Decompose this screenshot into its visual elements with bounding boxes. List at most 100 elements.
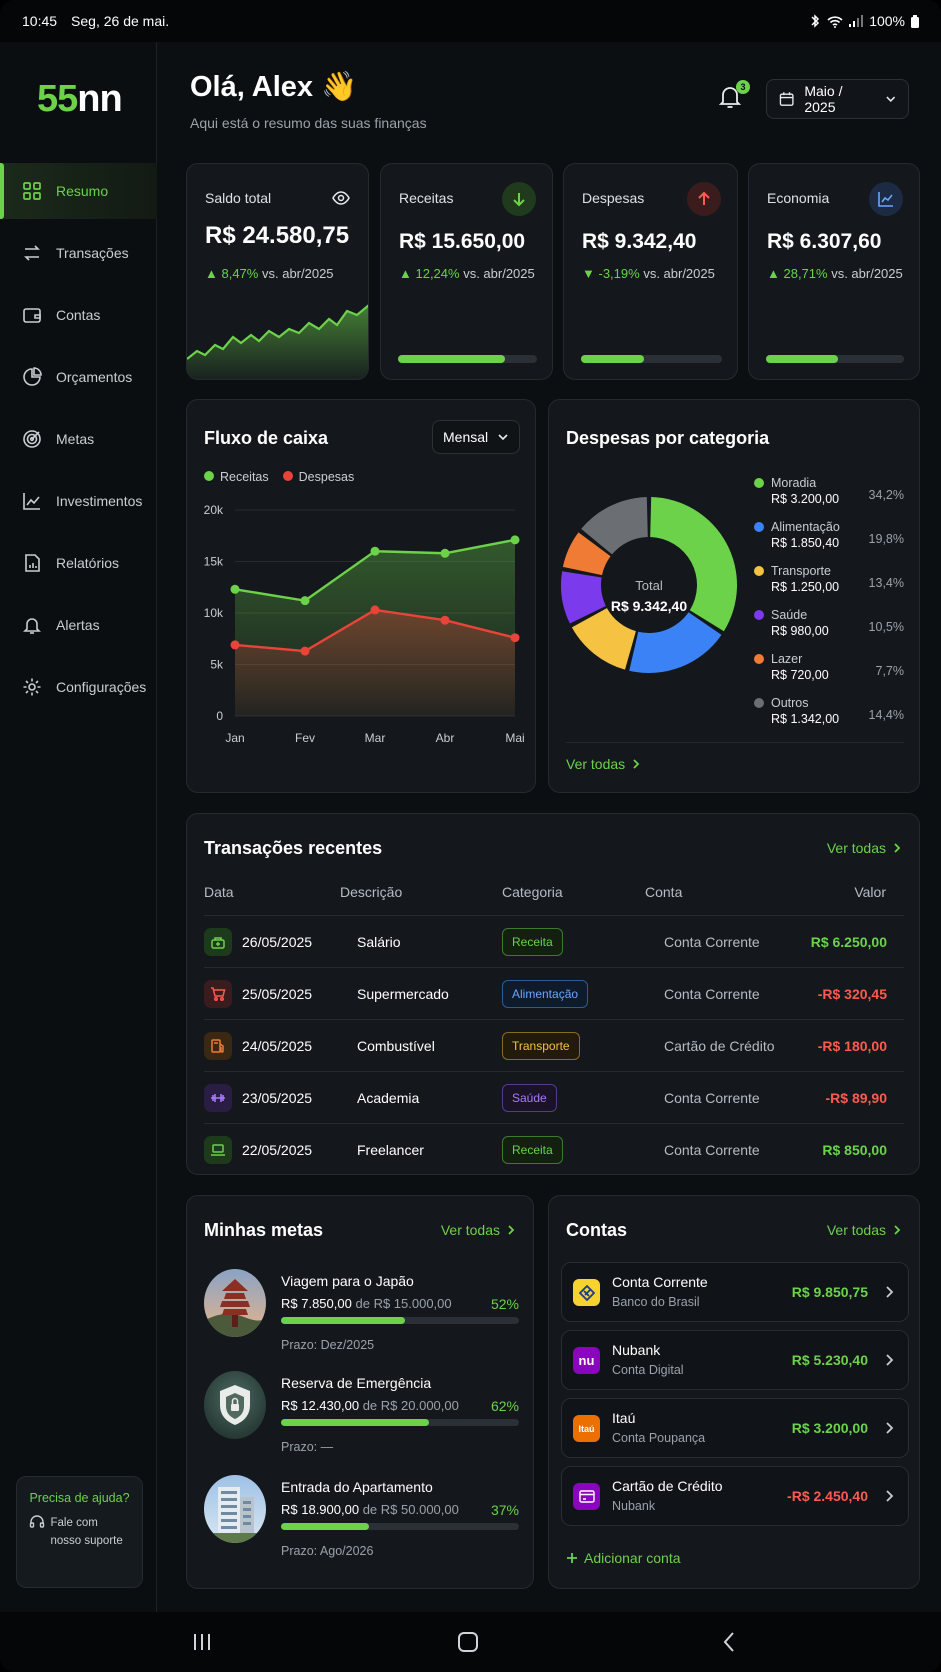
transactions-see-all-link[interactable]: Ver todas — [827, 840, 902, 856]
chevron-right-icon — [886, 1422, 894, 1434]
table-row[interactable]: 26/05/2025 Salário Receita Conta Corrente R$… — [204, 915, 904, 967]
account-balance: R$ 3.200,00 — [791, 1420, 868, 1436]
categories-see-all-link[interactable]: Ver todas — [566, 756, 641, 772]
arrow-down-icon — [513, 193, 525, 207]
transaction-description: Freelancer — [357, 1142, 424, 1158]
sidebar-item-orcamentos[interactable]: Orçamentos — [0, 349, 157, 405]
account-bank: Conta Digital — [612, 1363, 684, 1377]
card-shape — [578, 1490, 595, 1503]
cashflow-chart: 0 5k 10k 15k 20k Jan Fev Mar Abr Mai — [204, 503, 525, 745]
gear-icon — [23, 678, 41, 696]
column-header-amount[interactable]: Valor — [854, 884, 886, 900]
data-point[interactable] — [230, 584, 240, 594]
column-header-account[interactable]: Conta — [645, 884, 683, 900]
sidebar-item-metas[interactable]: Metas — [0, 411, 157, 467]
transaction-date: 23/05/2025 — [242, 1090, 313, 1106]
kpi-progress-bar — [581, 355, 722, 363]
transaction-date: 22/05/2025 — [242, 1142, 313, 1158]
table-row[interactable]: 25/05/2025 Supermercado Alimentação Conta C… — [204, 967, 904, 1019]
kpi-change: ▲ 8,47% vs. abr/2025 — [205, 266, 334, 281]
kpi-change-pct: 28,71% — [783, 266, 828, 281]
kpi-label: Receitas — [399, 190, 454, 206]
help-link[interactable]: Fale com nosso suporte — [50, 1517, 123, 1547]
kpi-change-pct: 12,24% — [415, 266, 460, 281]
table-row[interactable]: 23/05/2025 Academia Saúde Conta Corrente -R$… — [204, 1071, 904, 1123]
up-arrow-icon: ▲ — [767, 266, 784, 281]
account-item-credit-card[interactable]: Cartão de Crédito Nubank -R$ 2.450,40 — [561, 1466, 909, 1526]
sidebar-item-contas[interactable]: Contas — [0, 287, 157, 343]
category-percent: 14,4% — [868, 708, 904, 722]
donut-slice[interactable] — [561, 571, 606, 624]
column-header-category[interactable]: Categoria — [502, 884, 563, 900]
data-point[interactable] — [370, 546, 380, 556]
column-header-description[interactable]: Descrição — [340, 884, 403, 900]
sidebar-item-relatorios[interactable]: Relatórios — [0, 535, 157, 591]
goal-progress-fill — [281, 1317, 405, 1324]
chevron-down-icon — [885, 96, 895, 103]
account-item-itau[interactable]: Itaú Itaú Conta Poupança R$ 3.200,00 — [561, 1398, 909, 1458]
legend-dot — [754, 610, 764, 620]
period-selector[interactable]: Maio / 2025 — [766, 79, 909, 119]
transactions-title: Transações recentes — [204, 838, 383, 858]
table-row[interactable]: 24/05/2025 Combustível Transporte Cartão de… — [204, 1019, 904, 1071]
column-header-date[interactable]: Data — [204, 884, 234, 900]
kpi-change-ref: vs. abr/2025 — [261, 266, 334, 281]
categories-title: Despesas por categoria — [566, 428, 770, 448]
kpi-change-ref: vs. abr/2025 — [831, 266, 903, 281]
account-item-conta-corrente[interactable]: Conta Corrente Banco do Brasil R$ 9.850,… — [561, 1262, 909, 1322]
brand-logo[interactable]: 55nn — [37, 78, 123, 121]
transactions-card: Transações recentes Ver todas Data Descr… — [186, 813, 920, 1175]
sidebar-item-investimentos[interactable]: Investimentos — [0, 473, 157, 529]
sidebar-item-label: Investimentos — [56, 493, 143, 509]
transaction-description: Combustível — [357, 1038, 435, 1054]
transaction-amount: -R$ 89,90 — [825, 1090, 887, 1106]
sidebar-item-resumo[interactable]: Resumo — [0, 163, 157, 219]
back-button-icon[interactable] — [722, 1631, 736, 1653]
sidebar-item-configuracoes[interactable]: Configurações — [0, 659, 157, 715]
goal-item-emergency[interactable]: Reserva de Emergência R$ 12.430,00 de R$… — [204, 1371, 519, 1463]
donut-slice[interactable] — [571, 608, 636, 670]
chevron-right-icon — [894, 1225, 901, 1235]
table-row[interactable]: 22/05/2025 Freelancer Receita Conta Corrent… — [204, 1123, 904, 1175]
category-name: Transporte — [771, 564, 831, 578]
data-point[interactable] — [300, 596, 310, 606]
eye-icon[interactable] — [332, 191, 350, 205]
data-point[interactable] — [510, 535, 520, 545]
category-value: R$ 1.850,40 — [771, 536, 840, 550]
data-point[interactable] — [440, 548, 450, 558]
down-arrow-icon: ▼ — [582, 266, 599, 281]
data-point[interactable] — [510, 633, 520, 643]
donut-slice[interactable] — [650, 497, 737, 632]
building-photo — [204, 1475, 266, 1543]
goal-item-apartment[interactable]: Entrada do Apartamento R$ 18.900,00 de R… — [204, 1475, 519, 1567]
goals-see-all-link[interactable]: Ver todas — [441, 1222, 516, 1238]
sidebar-item-alertas[interactable]: Alertas — [0, 597, 157, 653]
kpi-label: Despesas — [582, 190, 645, 206]
notifications-button[interactable]: 3 — [718, 80, 750, 112]
data-point[interactable] — [370, 605, 380, 615]
help-box[interactable]: Precisa de ajuda? Fale com nosso suporte — [16, 1476, 143, 1588]
add-account-button[interactable]: Adicionar conta — [566, 1550, 681, 1566]
account-item-nubank[interactable]: nu Nubank Conta Digital R$ 5.230,40 — [561, 1330, 909, 1390]
grid-icon — [23, 182, 41, 200]
home-button-icon[interactable] — [457, 1631, 479, 1653]
data-point[interactable] — [300, 646, 310, 656]
recents-button-icon[interactable] — [192, 1632, 212, 1652]
categories-donut-chart — [561, 497, 737, 673]
goal-item-japan[interactable]: Viagem para o Japão R$ 7.850,00 de R$ 15… — [204, 1269, 519, 1361]
category-value: R$ 1.342,00 — [771, 712, 840, 726]
category-value: R$ 3.200,00 — [771, 492, 840, 506]
data-point[interactable] — [230, 640, 240, 650]
donut-slice[interactable] — [581, 497, 648, 555]
accounts-see-all-link[interactable]: Ver todas — [827, 1222, 902, 1238]
data-point[interactable] — [440, 615, 450, 625]
donut-slice[interactable] — [629, 612, 722, 673]
account-balance: R$ 5.230,40 — [791, 1352, 868, 1368]
cashflow-period-dropdown[interactable]: Mensal — [432, 420, 520, 454]
transaction-account: Conta Corrente — [664, 986, 760, 1002]
sidebar-item-transacoes[interactable]: Transações — [0, 225, 157, 281]
chevron-right-icon — [894, 843, 901, 853]
donut-slice[interactable] — [562, 532, 611, 576]
credit-card-icon — [573, 1483, 600, 1510]
goal-name: Viagem para o Japão — [281, 1273, 414, 1289]
